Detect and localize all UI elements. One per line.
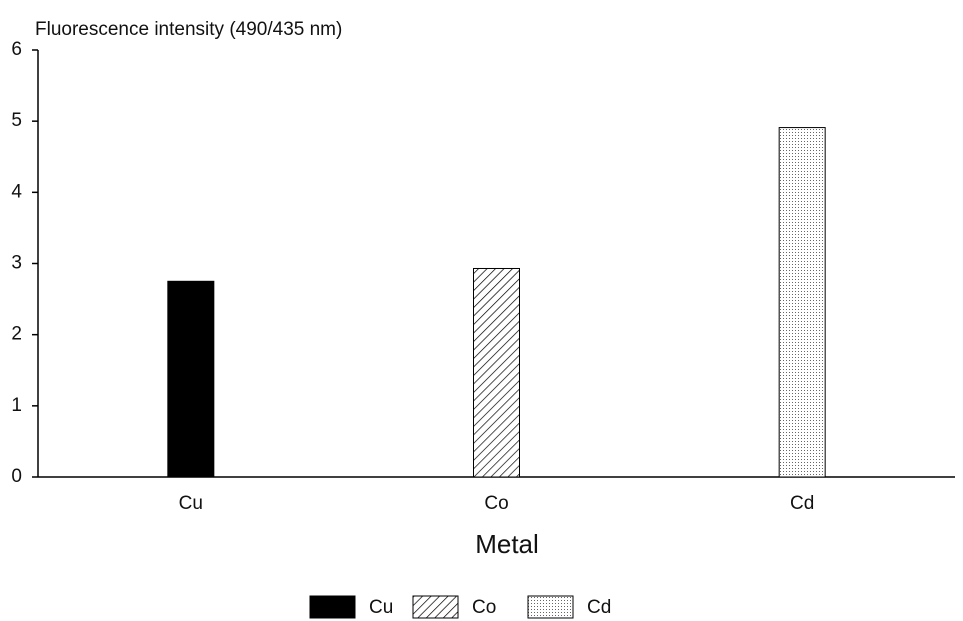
bar xyxy=(778,127,826,478)
legend-label: Co xyxy=(472,597,496,618)
y-tick-label: 2 xyxy=(11,324,22,345)
x-tick-label: Cd xyxy=(790,493,814,514)
legend-swatch xyxy=(309,595,356,619)
legend-label: Cu xyxy=(369,597,393,618)
bar xyxy=(167,280,215,478)
y-tick-label: 1 xyxy=(11,395,22,416)
y-tick-label: 6 xyxy=(11,39,22,60)
legend-swatch xyxy=(412,595,459,619)
x-tick-label: Cu xyxy=(179,493,203,514)
x-axis-label: Metal xyxy=(475,529,539,559)
y-tick-label: 5 xyxy=(11,110,22,131)
bar xyxy=(473,267,520,478)
legend-swatch xyxy=(527,595,574,619)
chart-title: Fluorescence intensity (490/435 nm) xyxy=(35,19,342,40)
y-tick-label: 3 xyxy=(11,253,22,274)
y-tick-label: 0 xyxy=(11,466,22,487)
legend-label: Cd xyxy=(587,597,611,618)
y-tick-label: 4 xyxy=(11,181,22,202)
x-tick-label: Co xyxy=(484,493,508,514)
